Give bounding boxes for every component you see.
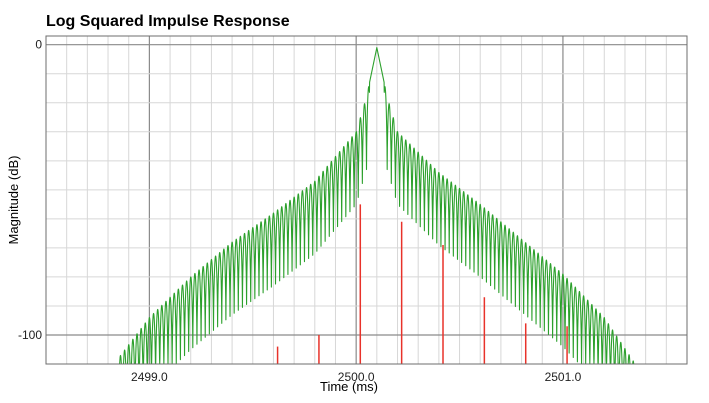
x-tick-label: 2500.0 bbox=[338, 370, 375, 384]
x-tick-label: 2501.0 bbox=[545, 370, 582, 384]
y-tick-label: 0 bbox=[35, 38, 42, 52]
response-curve bbox=[117, 47, 636, 364]
y-tick-label: -100 bbox=[18, 328, 42, 342]
tick-labels: 2499.0 2500.0 2501.0 0 -100 bbox=[18, 38, 582, 384]
x-tick-label: 2499.0 bbox=[131, 370, 168, 384]
chart-title: Log Squared Impulse Response bbox=[46, 13, 290, 30]
series-layer bbox=[117, 47, 636, 364]
y-axis-label: Magnitude (dB) bbox=[6, 156, 21, 245]
x-axis-label: Time (ms) bbox=[320, 379, 378, 394]
grid bbox=[45, 36, 688, 365]
plot-frame bbox=[45, 35, 688, 365]
